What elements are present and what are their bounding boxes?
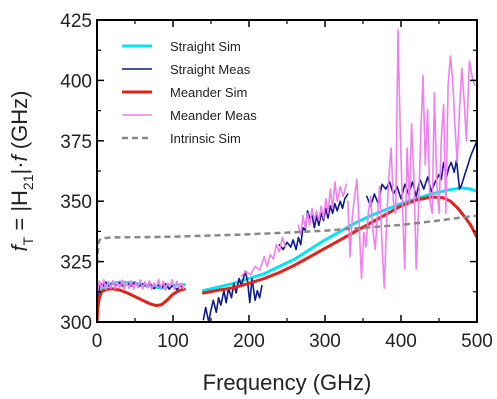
y-axis-title-part: = |H bbox=[7, 190, 32, 237]
series-line-meander-meas bbox=[97, 278, 185, 299]
legend-label-intrinsic-sim: Intrinsic Sim bbox=[170, 131, 241, 146]
legend-label-straight-meas: Straight Meas bbox=[170, 62, 251, 77]
legend-label-meander-meas: Meander Meas bbox=[170, 108, 257, 123]
legend: Straight Sim Straight Meas Meander Sim Mean… bbox=[122, 39, 257, 146]
series-line-straight-sim bbox=[201, 186, 477, 293]
series-line-intrinsic-sim bbox=[97, 214, 477, 265]
y-tick-label: 350 bbox=[60, 192, 92, 213]
legend-label-meander-sim: Meander Sim bbox=[170, 85, 247, 100]
axis-ticks bbox=[96, 19, 478, 323]
series-line-meander-meas bbox=[297, 181, 348, 236]
x-tick-label: 200 bbox=[233, 331, 265, 352]
series-line-meander-sim bbox=[201, 195, 477, 295]
y-tick-label: 375 bbox=[60, 132, 92, 153]
x-tick-label: 0 bbox=[92, 331, 103, 352]
series-line-meander-meas bbox=[240, 236, 287, 277]
x-tick-label: 300 bbox=[309, 331, 341, 352]
y-axis-title-part: f bbox=[7, 242, 32, 251]
series-line-meander-meas bbox=[346, 28, 476, 290]
x-axis-title: Frequency (GHz) bbox=[203, 370, 372, 395]
y-tick-label: 400 bbox=[60, 71, 92, 92]
series-line-meander-sim bbox=[97, 287, 186, 322]
x-tick-label: 400 bbox=[385, 331, 417, 352]
y-tick-label: 425 bbox=[60, 11, 92, 32]
y-axis-title: fT = |H21|·f (GHz) bbox=[7, 91, 36, 252]
y-tick-label: 300 bbox=[60, 313, 92, 334]
series-line-straight-meas bbox=[202, 270, 263, 322]
series-line-straight-meas bbox=[278, 193, 349, 251]
axis-tick-labels: 0 100 200 300 400 500 300 325 350 375 400 425 bbox=[60, 11, 493, 352]
y-tick-label: 325 bbox=[60, 253, 92, 274]
y-axis-title-part: |· bbox=[7, 161, 32, 174]
legend-label-straight-sim: Straight Sim bbox=[170, 39, 241, 54]
y-axis-title-part: 21 bbox=[20, 174, 36, 190]
y-axis-title-part: f bbox=[7, 152, 32, 161]
x-tick-label: 500 bbox=[461, 331, 493, 352]
x-tick-label: 100 bbox=[157, 331, 189, 352]
y-axis-title-part: (GHz) bbox=[7, 91, 32, 156]
y-axis-title-part: T bbox=[20, 236, 36, 245]
series-layer bbox=[97, 28, 477, 322]
